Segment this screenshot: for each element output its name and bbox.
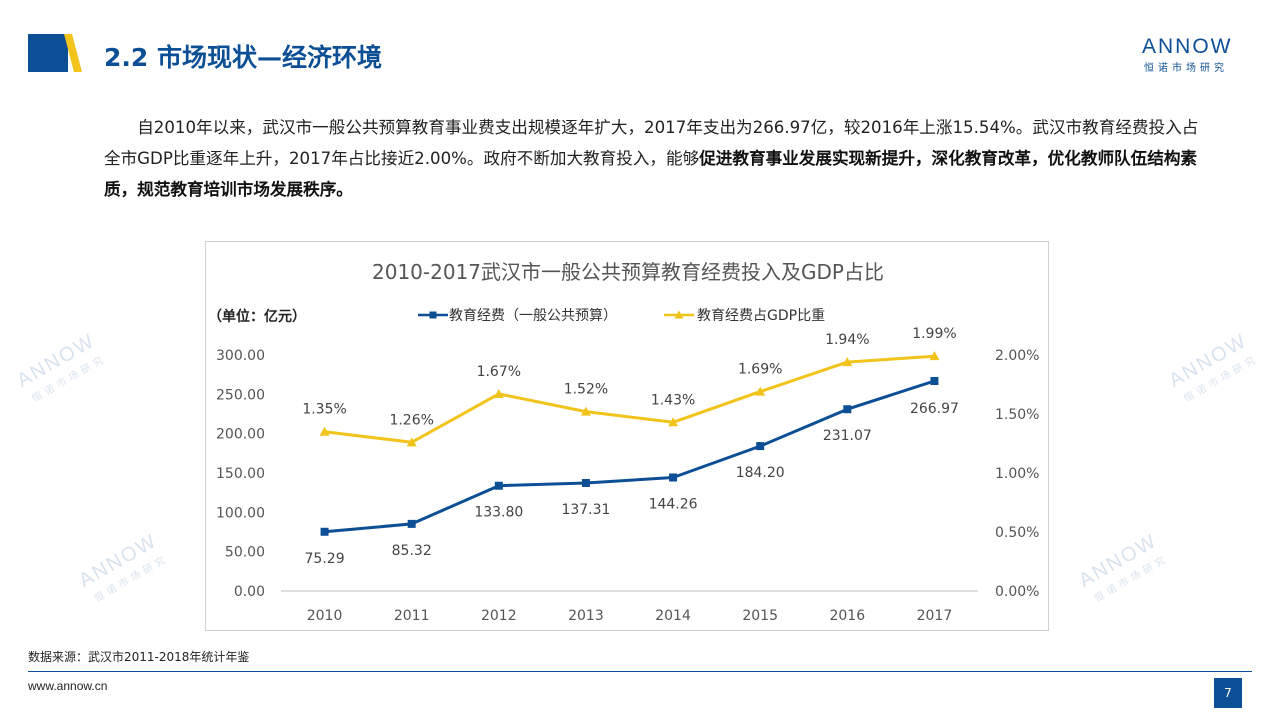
ratio-data-point — [929, 351, 940, 361]
spending-data-label: 85.32 — [392, 543, 432, 559]
spending-data-point — [494, 481, 503, 490]
chart-container: 2010-2017武汉市一般公共预算教育经费投入及GDP占比 （单位：亿元） 教… — [205, 241, 1049, 631]
ratio-data-point — [755, 386, 766, 396]
x-tick-label: 2015 — [742, 608, 778, 624]
spending-data-label: 266.97 — [910, 401, 959, 417]
ratio-data-point — [493, 388, 504, 398]
ratio-data-label: 1.52% — [564, 382, 608, 398]
brand-logo: ANNOW 恒诺市场研究 — [1142, 36, 1254, 76]
website-link[interactable]: www.annow.cn — [28, 679, 108, 693]
ratio-data-point — [668, 417, 679, 427]
spending-data-label: 231.07 — [823, 428, 872, 444]
line-chart: 2010-2017武汉市一般公共预算教育经费投入及GDP占比 （单位：亿元） 教… — [208, 260, 1039, 624]
legend-label-ratio: 教育经费占GDP比重 — [697, 308, 825, 324]
y-right-tick-label: 0.50% — [995, 525, 1039, 541]
spending-data-point — [669, 473, 678, 482]
spending-data-label: 133.80 — [474, 505, 523, 521]
y-left-tick-label: 50.00 — [225, 545, 265, 561]
y-right-tick-label: 1.50% — [995, 407, 1039, 423]
x-tick-label: 2013 — [568, 608, 604, 624]
y-right-tick-label: 0.00% — [995, 584, 1039, 600]
spending-data-point — [581, 478, 590, 487]
ratio-data-label: 1.35% — [302, 402, 346, 418]
ratio-data-label: 1.99% — [912, 326, 956, 342]
spending-data-label: 75.29 — [305, 551, 345, 567]
ratio-data-point — [580, 406, 591, 416]
spending-data-point — [756, 442, 765, 451]
ratio-data-label: 1.43% — [651, 392, 695, 408]
ratio-data-label: 1.67% — [477, 364, 521, 380]
intro-text: 自2010年以来，武汉市一般公共预算教育事业费支出规模逐年扩大，2017年支出为… — [104, 118, 1199, 168]
ratio-series-line — [324, 354, 935, 444]
x-tick-label: 2010 — [307, 608, 343, 624]
x-tick-label: 2016 — [829, 608, 865, 624]
legend-marker-ratio — [674, 310, 684, 319]
footer-divider — [28, 671, 1252, 672]
source-note: 数据来源：武汉市2011-2018年统计年鉴 — [28, 650, 250, 664]
x-tick-label: 2012 — [481, 608, 517, 624]
spending-data-label: 137.31 — [561, 502, 610, 518]
spending-data-label: 144.26 — [649, 497, 698, 513]
legend-marker-spending — [429, 311, 437, 319]
intro-highlight: 促进教育事业发展实现新提升，深化教育改革，优化教师队伍结构素质，规范教育培训市场… — [104, 149, 1198, 199]
spending-series-line — [324, 379, 935, 534]
ratio-data-label: 1.94% — [825, 332, 869, 348]
chart-plot-area: 75.29 85.32 133.80 137.31 144.26 184.20 231.07… — [302, 326, 959, 567]
y-right-tick-label: 1.00% — [995, 466, 1039, 482]
intro-paragraph: 自2010年以来，武汉市一般公共预算教育事业费支出规模逐年扩大，2017年支出为… — [104, 112, 1204, 205]
spending-data-point — [930, 376, 939, 385]
y-left-tick-label: 250.00 — [216, 387, 265, 403]
chart-title: 2010-2017武汉市一般公共预算教育经费投入及GDP占比 — [372, 260, 884, 284]
x-tick-label: 2017 — [917, 608, 953, 624]
y-left-tick-label: 100.00 — [216, 505, 265, 521]
x-tick-label: 2014 — [655, 608, 691, 624]
ratio-data-point — [319, 426, 330, 436]
brand-name: ANNOW — [1142, 35, 1233, 58]
unit-label: （单位：亿元） — [208, 308, 306, 325]
title-accent-logo — [28, 34, 82, 72]
ratio-data-label: 1.26% — [389, 412, 433, 428]
page-number: 7 — [1214, 678, 1242, 708]
spending-data-point — [843, 405, 852, 414]
spending-data-label: 184.20 — [736, 465, 785, 481]
ratio-data-point — [842, 357, 853, 367]
y-left-tick-label: 200.00 — [216, 427, 265, 443]
y-left-tick-label: 0.00 — [234, 584, 265, 600]
spending-data-point — [407, 519, 416, 528]
chart-axes: 0.00 50.00 100.00 150.00 200.00 250.00 300.00 0… — [216, 348, 1039, 624]
page-title: 2.2 市场现状—经济环境 — [104, 43, 382, 72]
spending-data-point — [320, 527, 329, 536]
y-right-tick-label: 2.00% — [995, 348, 1039, 364]
ratio-data-point — [406, 437, 417, 447]
legend: 教育经费（一般公共预算） 教育经费占GDP比重 — [418, 308, 825, 324]
x-tick-label: 2011 — [394, 608, 430, 624]
ratio-data-label: 1.69% — [738, 362, 782, 378]
y-left-tick-label: 150.00 — [216, 466, 265, 482]
legend-label-spending: 教育经费（一般公共预算） — [449, 308, 617, 324]
brand-subtitle: 恒诺市场研究 — [1144, 63, 1228, 74]
y-left-tick-label: 300.00 — [216, 348, 265, 364]
